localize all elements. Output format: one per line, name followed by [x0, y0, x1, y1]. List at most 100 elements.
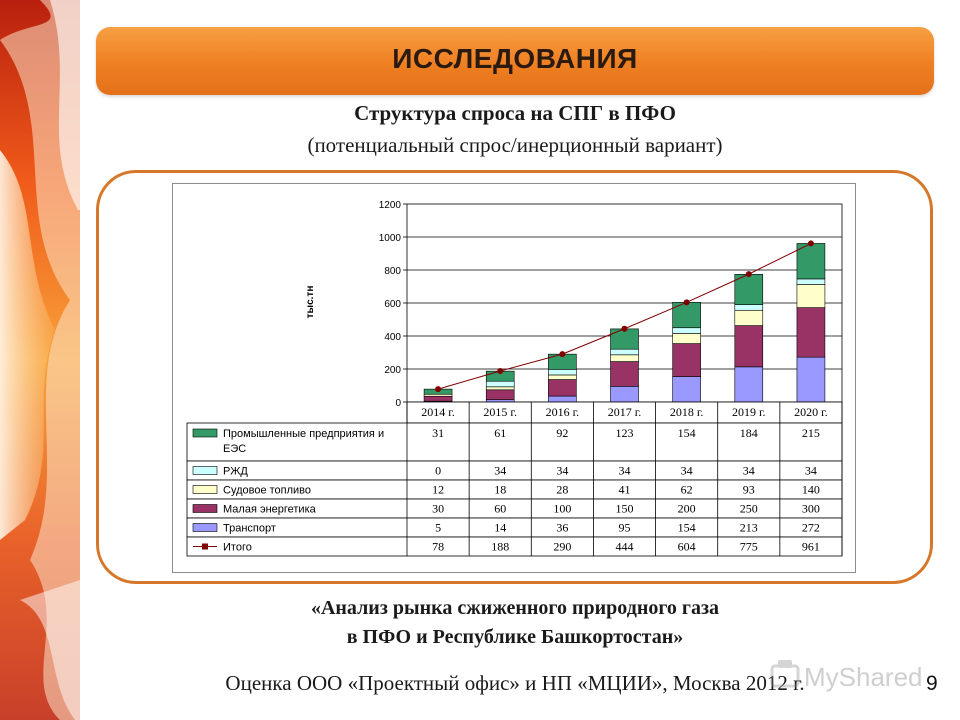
x-tick-label: 2015 г. [483, 405, 517, 419]
table-cell: 92 [556, 426, 568, 440]
table-cell: 34 [743, 464, 755, 478]
bar-segment [548, 374, 577, 380]
bar-segment [485, 389, 515, 400]
legend-key [192, 466, 218, 475]
x-tick-label: 2016 г. [546, 405, 580, 419]
table-cell: 213 [740, 521, 758, 535]
legend-key [192, 428, 218, 438]
header-title: ИССЛЕДОВАНИЯ [392, 43, 638, 74]
total-point [497, 367, 504, 374]
x-tick-label: 2018 г. [670, 405, 704, 419]
bar-segment [672, 343, 701, 377]
table-cell: 78 [432, 540, 444, 554]
legend-key [192, 523, 218, 532]
header-bar: ИССЛЕДОВАНИЯ [96, 27, 934, 95]
x-tick-label: 2019 г. [732, 405, 766, 419]
table-cell: 154 [678, 426, 696, 440]
bar-segment [485, 380, 515, 388]
table-cell: 95 [619, 521, 631, 535]
table-cell: 272 [802, 521, 820, 535]
y-axis-label: тыс.тн [305, 286, 316, 319]
table-row-label: Судовое топливо [223, 485, 311, 497]
table-row-label: РЖД [223, 466, 248, 478]
y-tick-label: 400 [384, 332, 401, 343]
y-tick-label: 1000 [379, 233, 402, 244]
bar-segment [734, 325, 764, 368]
bar-segment [796, 243, 826, 280]
table-row-label: Малая энергетика [223, 504, 317, 516]
x-tick-label: 2014 г. [421, 405, 455, 419]
table-cell: 775 [740, 540, 758, 554]
chart-title: Структура спроса на СПГ в ПФО [354, 101, 676, 125]
total-point [435, 386, 442, 393]
table-cell: 34 [494, 464, 506, 478]
table-cell: 150 [616, 502, 634, 516]
study-title-line1: «Анализ рынка сжиженного природного газа [310, 597, 720, 619]
bar-segment [610, 386, 639, 403]
bar-segment [610, 328, 639, 350]
table-cell: 604 [678, 540, 696, 554]
table-cell: 34 [619, 464, 631, 478]
table-cell: 100 [553, 502, 571, 516]
table-cell: 28 [556, 483, 568, 497]
total-point [621, 325, 628, 332]
table-cell: 34 [556, 464, 568, 478]
table-cell: 62 [681, 483, 693, 497]
table-cell: 0 [435, 464, 441, 478]
page-number: 9 [926, 672, 938, 695]
bar-segment [548, 379, 577, 397]
table-cell: 290 [553, 540, 571, 554]
table-cell: 5 [435, 521, 441, 535]
y-tick-label: 200 [384, 365, 401, 376]
total-point [683, 299, 690, 306]
bar-segment [672, 376, 701, 403]
table-cell: 93 [743, 483, 755, 497]
table-cell: 34 [805, 464, 817, 478]
y-tick-label: 600 [384, 299, 401, 310]
table-row [186, 422, 843, 462]
bar-segment [485, 386, 515, 391]
table-cell: 300 [802, 502, 820, 516]
watermark-text: MyShared [804, 662, 923, 692]
table-cell: 961 [802, 540, 820, 554]
table-cell: 188 [491, 540, 509, 554]
table-cell: 14 [494, 521, 506, 535]
table-cell: 60 [494, 502, 506, 516]
table-row-label: Промышленные предприятия и [223, 428, 384, 440]
bar-segment [796, 307, 826, 358]
legend-key-marker [202, 543, 208, 550]
table-cell: 18 [494, 483, 506, 497]
chart-area: 0 200 400 600 800 1000 1200 тыс.тн 2014 г. 2015 г… [172, 183, 856, 573]
bar-segment [734, 273, 764, 305]
bar-segment [734, 304, 764, 311]
bar-segment [610, 348, 639, 356]
bar-segment [796, 278, 826, 285]
bar-segment [672, 333, 701, 344]
total-point [745, 271, 752, 278]
table-row-label: Итого [223, 542, 252, 554]
bar-segment [548, 369, 577, 376]
watermark-logo: MyShared [770, 656, 930, 696]
bar-segment [423, 395, 453, 402]
chart-subtitle: (потенциальный спрос/инерционный вариант… [307, 133, 723, 157]
table-row-label: Транспорт [223, 523, 276, 535]
table-cell: 34 [681, 464, 693, 478]
table-row-label: ЕЭС [223, 443, 246, 455]
y-tick-label: 0 [395, 398, 401, 409]
x-tick-label: 2020 г. [794, 405, 828, 419]
table-cell: 154 [678, 521, 696, 535]
table-cell: 200 [678, 502, 696, 516]
table-cell: 36 [556, 521, 568, 535]
table-cell: 215 [802, 426, 820, 440]
bar-segment [796, 284, 826, 308]
table-cell: 41 [619, 483, 631, 497]
total-point [559, 351, 566, 358]
bar-segment [796, 356, 826, 403]
legend-key [192, 504, 218, 513]
table-cell: 30 [432, 502, 444, 516]
bar-segment [610, 361, 639, 387]
bar-segment [672, 327, 701, 334]
table-cell: 250 [740, 502, 758, 516]
source-note: Оценка ООО «Проектный офис» и НП «МЦИИ»,… [225, 671, 805, 695]
